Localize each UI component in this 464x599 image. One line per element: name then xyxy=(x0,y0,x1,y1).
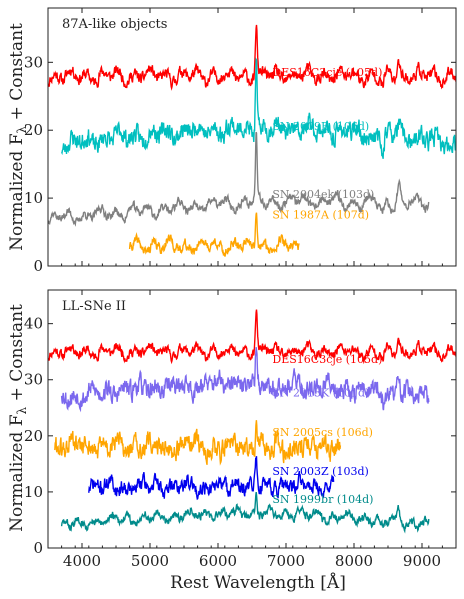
y-axis-label-top: Normalized Fλ + Constant xyxy=(7,23,29,251)
series-label: SN 2004ek (103d) xyxy=(272,188,374,201)
series-line-sn-1987a-107d xyxy=(128,212,300,257)
series-line-sn-2005cs-106d xyxy=(54,420,342,466)
y-tick-label: 0 xyxy=(33,257,43,275)
panel-ll-sne-ii: DES16C3cje (105d) SN 2013K (101d) SN 2005c… xyxy=(24,289,457,570)
series-label: SN 1999br (104d) xyxy=(272,493,373,506)
series-line-sn-2004ek-103d xyxy=(48,131,430,227)
x-tick-label: 4000 xyxy=(63,552,101,570)
series-line-sn-2013k-101d xyxy=(60,347,430,413)
y-tick-label: 20 xyxy=(24,427,43,445)
series-label: DES16C3cje (105d) xyxy=(272,66,382,79)
y-axis-label-bottom: Normalized Fλ + Constant xyxy=(7,304,29,532)
y-tick-label: 40 xyxy=(24,315,43,333)
plot-area xyxy=(48,309,456,534)
series-label: SN 2009E (106d) xyxy=(272,120,369,133)
panel-87a-like: DES16C3cje (105d) SN 2009E (106d) SN 2004e… xyxy=(24,7,457,275)
series-line-sn-2009e-106d xyxy=(60,57,456,159)
series-line-sn-2003z-103d xyxy=(88,456,335,501)
x-axis-label: Rest Wavelength [Å] xyxy=(170,572,346,593)
series-label: SN 2013K (101d) xyxy=(272,387,369,400)
x-tick-label: 5000 xyxy=(131,552,169,570)
plot-area xyxy=(48,24,456,257)
series-line-sn-1999br-104d xyxy=(60,492,430,534)
axes-frame xyxy=(47,289,457,549)
x-tick-label: 9000 xyxy=(403,552,441,570)
series-line-des16c3cje-105d xyxy=(48,309,456,365)
series-label: DES16C3cje (105d) xyxy=(272,353,382,366)
y-tick-label: 30 xyxy=(24,371,43,389)
x-tick-label: 7000 xyxy=(267,552,305,570)
x-tick-label: 6000 xyxy=(199,552,237,570)
x-tick-label: 8000 xyxy=(335,552,373,570)
y-tick-label: 10 xyxy=(24,483,43,501)
series-line-des16c3cje-105d xyxy=(48,24,456,91)
y-tick-label: 30 xyxy=(24,53,43,71)
series-label: SN 2003Z (103d) xyxy=(272,465,368,478)
panel-title: LL-SNe II xyxy=(62,299,126,314)
y-tick-label: 10 xyxy=(24,189,43,207)
y-tick-label: 0 xyxy=(33,539,43,557)
series-label: SN 2005cs (106d) xyxy=(272,426,373,439)
series-label: SN 1987A (107d) xyxy=(272,208,369,221)
y-tick-label: 20 xyxy=(24,121,43,139)
panel-title: 87A-like objects xyxy=(62,17,167,32)
